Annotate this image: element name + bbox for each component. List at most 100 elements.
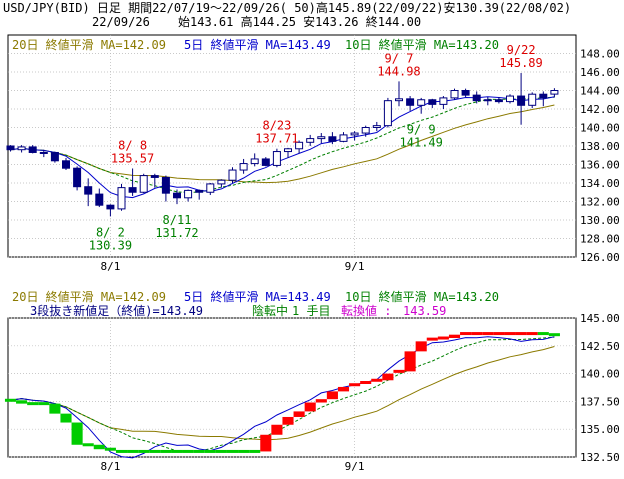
kagi-brick-up — [515, 332, 527, 336]
annotation-low-date: 9/ 9 — [407, 123, 436, 137]
candle — [206, 183, 215, 196]
y-tick-label: 130.00 — [580, 214, 620, 227]
candle — [383, 97, 392, 128]
candle-body — [62, 160, 70, 169]
kagi-brick-up — [526, 332, 538, 336]
candlestick-series — [6, 73, 559, 217]
kagi-brick-down — [38, 402, 50, 406]
chart-header-ohlc: 始143.61 高144.25 安143.26 終144.00 — [178, 14, 421, 29]
candle — [428, 98, 437, 109]
kagi-brick-up — [504, 332, 516, 336]
candle-body — [106, 204, 115, 210]
kagi-brick-down — [182, 449, 194, 453]
kagi-status-part: 転換値 : — [341, 303, 391, 318]
candle-body — [6, 145, 15, 151]
candle — [250, 153, 259, 167]
candle-body — [206, 183, 215, 193]
legend-ma5: 5日 終値平滑 MA=143.49 — [184, 37, 331, 52]
candle-body — [328, 136, 337, 142]
y-tick-label: 132.00 — [580, 196, 620, 209]
candle-body — [50, 151, 59, 162]
kagi-y-tick-label: 132.50 — [580, 451, 620, 464]
chart-header-title: USD/JPY(BID) 日足 期間22/07/19～22/09/26( 50)… — [3, 0, 571, 15]
kagi-brick-down — [93, 444, 105, 450]
candle — [517, 73, 526, 125]
y-tick-label: 148.00 — [580, 48, 620, 61]
kagi-status-part: 陰転中 — [252, 303, 288, 318]
kagi-panel: 20日 終値平滑 MA=142.09 5日 終値平滑 MA=143.49 10日 終… — [4, 289, 620, 473]
candle — [361, 125, 370, 137]
candle-body — [350, 132, 359, 136]
candle-body — [339, 134, 348, 142]
candle-body — [150, 175, 159, 178]
kagi-y-tick-label: 137.50 — [580, 395, 620, 408]
kagi-brick-up — [404, 351, 416, 372]
candle-body — [506, 95, 514, 103]
candle — [150, 173, 159, 188]
candle-body — [117, 187, 126, 210]
kagi-brick-up — [448, 334, 461, 339]
y-tick-label: 140.00 — [580, 122, 620, 135]
kagi-brick-up — [260, 434, 272, 452]
candle — [6, 145, 15, 152]
candle-body — [383, 100, 392, 127]
candle — [139, 173, 148, 194]
candle-body — [450, 90, 459, 99]
candle — [39, 149, 48, 158]
candle — [184, 189, 193, 202]
kagi-legend: 20日 終値平滑 MA=142.09 5日 終値平滑 MA=143.49 10日 終… — [12, 289, 499, 304]
candle-body — [128, 187, 137, 193]
candle-body — [228, 169, 237, 181]
kagi-status-part: 1 手目 — [292, 304, 330, 318]
candle-body — [372, 125, 381, 129]
annotation-low-date: 8/ 2 — [96, 225, 125, 239]
annotation-high-value: 145.89 — [499, 56, 542, 70]
candle — [84, 178, 93, 207]
candle-body — [550, 90, 559, 95]
candlestick-grid — [8, 35, 576, 258]
candle-body — [217, 179, 226, 185]
kagi-legend-ma20: 20日 終値平滑 MA=142.09 — [12, 289, 166, 304]
kagi-brick-up — [304, 402, 316, 412]
kagi-brick-down — [249, 449, 261, 453]
kagi-brick-up — [282, 416, 294, 425]
candle-body — [239, 163, 248, 171]
candle-body — [84, 186, 93, 195]
kagi-brick-up — [371, 378, 383, 382]
kagi-brick-down — [226, 449, 239, 453]
kagi-brick-down — [4, 398, 17, 402]
candle-body — [39, 151, 48, 154]
kagi-brick-up — [271, 424, 283, 435]
candle-body — [95, 193, 104, 206]
y-tick-label: 126.00 — [580, 251, 620, 264]
legend-ma10: 10日 終値平滑 MA=143.20 — [345, 37, 499, 52]
kagi-brick-up — [326, 391, 338, 400]
candlestick-ma20-line — [10, 104, 555, 184]
annotation-high-date: 8/23 — [262, 119, 291, 133]
candlestick-ma10-line — [10, 96, 555, 193]
y-tick-label: 138.00 — [580, 140, 620, 153]
kagi-brick-up — [393, 369, 405, 373]
candle-body — [284, 148, 292, 153]
y-tick-label: 136.00 — [580, 159, 620, 172]
candlestick-moving-averages — [10, 96, 555, 199]
candle — [50, 151, 59, 163]
candle — [306, 134, 315, 146]
annotation-low-date: 8/11 — [163, 213, 192, 227]
y-tick-label: 134.00 — [580, 177, 620, 190]
kagi-y-tick-label: 145.00 — [580, 312, 620, 325]
candle-body — [306, 138, 315, 143]
kagi-brick-down — [82, 443, 94, 447]
annotation-high-value: 144.98 — [377, 64, 420, 78]
kagi-grid — [8, 317, 576, 458]
y-tick-label: 146.00 — [580, 66, 620, 79]
candlestick-x-axis: 8/1 9/1 — [100, 260, 364, 273]
annotation-high-date: 9/22 — [507, 43, 536, 57]
candle — [439, 96, 448, 109]
candle-body — [461, 90, 470, 96]
annotation-low-value: 130.39 — [89, 238, 132, 252]
candle — [217, 179, 226, 188]
candle — [395, 81, 403, 107]
